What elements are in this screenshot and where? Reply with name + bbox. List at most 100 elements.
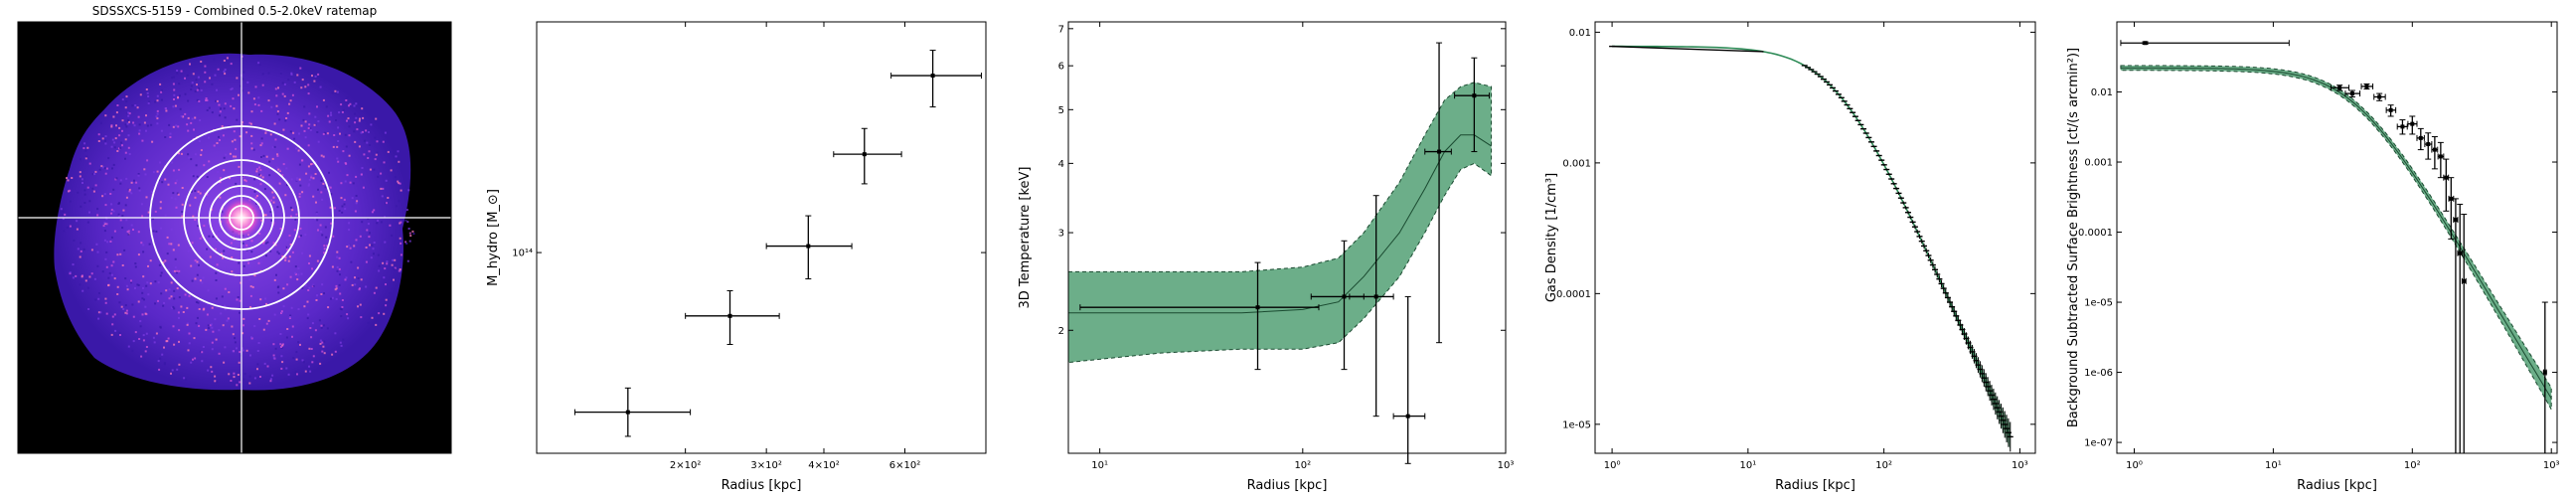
noise-pixel [197, 76, 200, 79]
noise-pixel [239, 135, 242, 138]
data-point [2120, 40, 2290, 47]
noise-pixel [214, 248, 217, 250]
noise-pixel [173, 307, 176, 310]
noise-pixel [197, 301, 200, 304]
noise-pixel [348, 134, 351, 137]
noise-pixel [285, 167, 288, 170]
noise-pixel [228, 373, 231, 376]
noise-pixel [219, 139, 221, 141]
density-point [1612, 45, 1764, 53]
noise-pixel [108, 271, 111, 274]
noise-pixel [117, 213, 120, 216]
noise-pixel [242, 78, 244, 81]
noise-pixel [311, 75, 313, 78]
noise-pixel [329, 206, 332, 209]
noise-pixel [105, 265, 108, 268]
noise-pixel [210, 366, 213, 369]
noise-pixel [209, 255, 212, 258]
noise-pixel [216, 88, 218, 91]
noise-pixel [99, 311, 102, 314]
noise-pixel [346, 246, 349, 249]
noise-pixel [330, 193, 333, 196]
noise-pixel [367, 321, 370, 324]
noise-pixel [276, 110, 279, 113]
noise-pixel [168, 123, 171, 126]
y-tick-label: 4 [1058, 159, 1064, 170]
noise-pixel [236, 384, 239, 387]
noise-pixel [281, 344, 284, 347]
noise-pixel [182, 115, 185, 118]
noise-pixel [318, 319, 321, 322]
noise-pixel [126, 122, 129, 125]
noise-pixel [224, 116, 227, 119]
noise-pixel [323, 352, 326, 355]
noise-pixel [156, 170, 159, 173]
noise-pixel [194, 259, 197, 262]
marker [2337, 85, 2342, 90]
noise-pixel [164, 107, 167, 109]
noise-pixel [196, 98, 199, 101]
x-tick-label: 10² [1875, 460, 1892, 471]
noise-pixel [173, 289, 176, 292]
noise-pixel [187, 349, 190, 352]
noise-pixel [196, 316, 199, 319]
noise-pixel [355, 175, 358, 178]
noise-pixel [233, 155, 235, 158]
noise-pixel [309, 127, 312, 130]
noise-pixel [228, 177, 231, 180]
noise-pixel [231, 325, 234, 328]
noise-pixel [304, 234, 307, 237]
noise-pixel [122, 308, 125, 310]
noise-pixel [243, 373, 246, 376]
noise-pixel [180, 152, 183, 155]
noise-pixel [314, 218, 316, 221]
x-tick-label: 10³ [1498, 460, 1515, 471]
noise-pixel [212, 236, 215, 239]
noise-pixel [98, 168, 101, 171]
noise-pixel [134, 104, 137, 107]
noise-pixel [250, 142, 253, 145]
noise-pixel [304, 85, 307, 88]
noise-pixel [184, 112, 187, 115]
noise-pixel [399, 182, 402, 185]
noise-pixel [284, 219, 287, 222]
noise-pixel [407, 189, 410, 192]
noise-pixel [341, 110, 344, 113]
noise-pixel [306, 370, 309, 373]
noise-pixel [257, 342, 260, 344]
noise-pixel [131, 349, 134, 352]
noise-pixel [301, 191, 304, 194]
noise-pixel [319, 362, 322, 365]
marker [2444, 175, 2449, 180]
noise-pixel [113, 146, 116, 149]
noise-pixel [119, 146, 122, 149]
noise-pixel [113, 141, 116, 144]
noise-pixel [328, 186, 331, 189]
noise-pixel [284, 119, 287, 122]
x-tick-label: 10⁰ [1604, 460, 1621, 471]
noise-pixel [252, 148, 255, 151]
noise-pixel [194, 277, 197, 280]
noise-pixel [155, 115, 158, 118]
noise-pixel [190, 361, 193, 364]
noise-pixel [387, 197, 390, 199]
noise-pixel [88, 275, 91, 278]
noise-pixel [359, 235, 362, 238]
noise-pixel [406, 221, 409, 224]
noise-pixel [398, 182, 401, 185]
noise-pixel [97, 133, 100, 136]
plot-frame [536, 21, 987, 454]
noise-pixel [105, 312, 108, 315]
noise-pixel [103, 193, 106, 196]
noise-pixel [360, 131, 363, 134]
noise-pixel [190, 158, 193, 161]
noise-pixel [286, 249, 289, 251]
noise-pixel [94, 184, 97, 187]
noise-pixel [353, 245, 356, 248]
noise-pixel [340, 315, 343, 318]
noise-pixel [142, 334, 145, 337]
noise-pixel [349, 181, 352, 184]
temperature-profile-panel: 10¹ 10² 10³ 2 3 4 5 6 7 Radius [kpc] 3D Temperatur… [1018, 21, 1515, 493]
ratemap-panel: SDSSXCS-5159 - Combined 0.5-2.0keV ratem… [17, 4, 452, 454]
noise-pixel [211, 348, 214, 351]
